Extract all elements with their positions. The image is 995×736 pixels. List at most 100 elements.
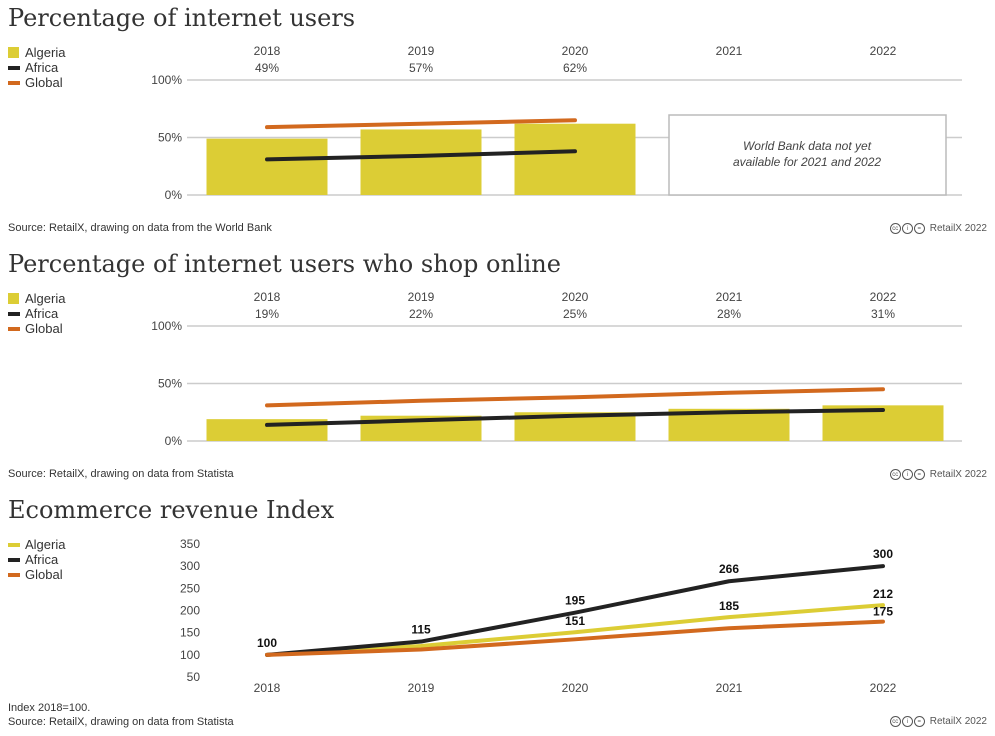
x-category-label: 2021 xyxy=(716,681,743,695)
x-category-label: 2018 xyxy=(254,290,281,304)
data-label: 195 xyxy=(565,594,585,608)
y-tick-label: 100 xyxy=(180,648,200,662)
bar-2018 xyxy=(206,138,328,195)
series-line-global xyxy=(265,619,885,657)
data-label: 212 xyxy=(873,587,893,601)
legend-item-global: Global xyxy=(8,321,65,336)
value-label: 22% xyxy=(409,307,433,321)
credit-text: RetailX 2022 xyxy=(929,469,987,480)
legend-swatch-algeria xyxy=(8,47,19,58)
series-line-global xyxy=(265,387,885,408)
x-category-label: 2018 xyxy=(254,44,281,58)
credit: cc i = RetailX 2022 xyxy=(889,469,987,480)
legend-item-algeria: Algeria xyxy=(8,45,65,60)
legend-label: Global xyxy=(25,75,63,90)
chart-internet-users: 0% 50% 100% 2018 49% 2019 57% 2020 62% 2021 2022 Wo… xyxy=(151,44,962,202)
legend-swatch-global xyxy=(8,326,20,331)
data-label: 300 xyxy=(873,547,893,561)
source-note: Source: RetailX, drawing on data from th… xyxy=(8,222,272,234)
legend-swatch-algeria xyxy=(8,542,20,547)
y-tick-label: 0% xyxy=(165,434,183,448)
legend-item-africa: Africa xyxy=(8,552,65,567)
value-label: 31% xyxy=(871,307,895,321)
x-category-label: 2020 xyxy=(562,44,589,58)
value-label: 57% xyxy=(409,61,433,75)
chart-panel-ecommerce-index: Ecommerce revenue Index Algeria Africa G… xyxy=(0,492,995,736)
series-line-africa xyxy=(265,149,577,162)
legend: Algeria Africa Global xyxy=(8,45,65,90)
by-icon: i xyxy=(901,223,913,234)
legend-label: Algeria xyxy=(25,537,66,552)
nd-icon: = xyxy=(913,223,925,234)
legend-label: Africa xyxy=(25,306,59,321)
data-label: 266 xyxy=(719,562,739,576)
value-label: 62% xyxy=(563,61,587,75)
x-category-label: 2021 xyxy=(716,290,743,304)
x-category-label: 2019 xyxy=(408,44,435,58)
note-text-line: available for 2021 and 2022 xyxy=(733,155,881,169)
credit-text: RetailX 2022 xyxy=(929,223,987,234)
cc-icon: cc xyxy=(889,469,901,480)
cc-icon: cc xyxy=(889,716,901,727)
legend: Algeria Africa Global xyxy=(8,291,65,336)
legend-swatch-algeria xyxy=(8,293,19,304)
data-label: 115 xyxy=(411,623,431,637)
x-category-label: 2020 xyxy=(562,681,589,695)
legend-item-algeria: Algeria xyxy=(8,291,65,306)
x-category-label: 2020 xyxy=(562,290,589,304)
chart-title: Percentage of internet users xyxy=(8,4,356,32)
y-tick-label: 350 xyxy=(180,537,200,551)
x-category-label: 2021 xyxy=(716,44,743,58)
license-icons: cc i = xyxy=(889,716,925,727)
nd-icon: = xyxy=(913,716,925,727)
index-note: Index 2018=100. xyxy=(8,702,91,714)
y-tick-label: 200 xyxy=(180,604,200,618)
y-tick-label: 0% xyxy=(165,188,183,202)
y-tick-label: 100% xyxy=(151,73,182,87)
x-category-label: 2018 xyxy=(254,681,281,695)
y-tick-label: 50% xyxy=(158,131,182,145)
note-text-line: World Bank data not yet xyxy=(743,139,872,153)
license-icons: cc i = xyxy=(889,469,925,480)
legend-item-global: Global xyxy=(8,567,65,582)
nd-icon: = xyxy=(913,469,925,480)
chart-panel-internet-users: Percentage of internet users Algeria Afr… xyxy=(0,0,995,245)
chart-panel-shop-online: Percentage of internet users who shop on… xyxy=(0,246,995,491)
chart-ecommerce-index: 50 100 150 200 250 300 350 2018 2019 2020 2021 2022… xyxy=(180,537,897,695)
chart-title: Percentage of internet users who shop on… xyxy=(8,250,561,278)
x-category-label: 2022 xyxy=(870,681,897,695)
data-label: 151 xyxy=(565,614,585,628)
legend-item-algeria: Algeria xyxy=(8,537,65,552)
series-line-algeria xyxy=(265,603,885,657)
by-icon: i xyxy=(901,469,913,480)
x-category-label: 2022 xyxy=(870,290,897,304)
series-line-africa xyxy=(265,564,885,657)
source-note: Source: RetailX, drawing on data from St… xyxy=(8,468,234,480)
legend-label: Global xyxy=(25,321,63,336)
x-category-label: 2022 xyxy=(870,44,897,58)
license-icons: cc i = xyxy=(889,223,925,234)
legend-label: Algeria xyxy=(25,45,66,60)
y-tick-label: 50% xyxy=(158,377,182,391)
y-tick-label: 50 xyxy=(187,670,201,684)
note-box xyxy=(668,114,947,196)
y-tick-label: 250 xyxy=(180,581,200,595)
legend: Algeria Africa Global xyxy=(8,537,65,582)
legend-swatch-global xyxy=(8,80,20,85)
chart-title: Ecommerce revenue Index xyxy=(8,496,335,524)
value-label: 28% xyxy=(717,307,741,321)
credit: cc i = RetailX 2022 xyxy=(889,716,987,727)
series-line-africa xyxy=(265,407,885,427)
value-label: 49% xyxy=(255,61,279,75)
x-category-label: 2019 xyxy=(408,290,435,304)
legend-label: Global xyxy=(25,567,63,582)
bar-2019 xyxy=(360,129,482,195)
source-note: Source: RetailX, drawing on data from St… xyxy=(8,716,234,728)
legend-swatch-africa xyxy=(8,311,20,316)
value-label: 19% xyxy=(255,307,279,321)
legend-item-africa: Africa xyxy=(8,306,65,321)
y-tick-label: 100% xyxy=(151,319,182,333)
series-line-global xyxy=(265,118,577,130)
chart-shop-online: 0% 50% 100% 2018 19% 2019 22% 2020 25% 2021 28% 202… xyxy=(151,290,962,448)
legend-swatch-africa xyxy=(8,65,20,70)
